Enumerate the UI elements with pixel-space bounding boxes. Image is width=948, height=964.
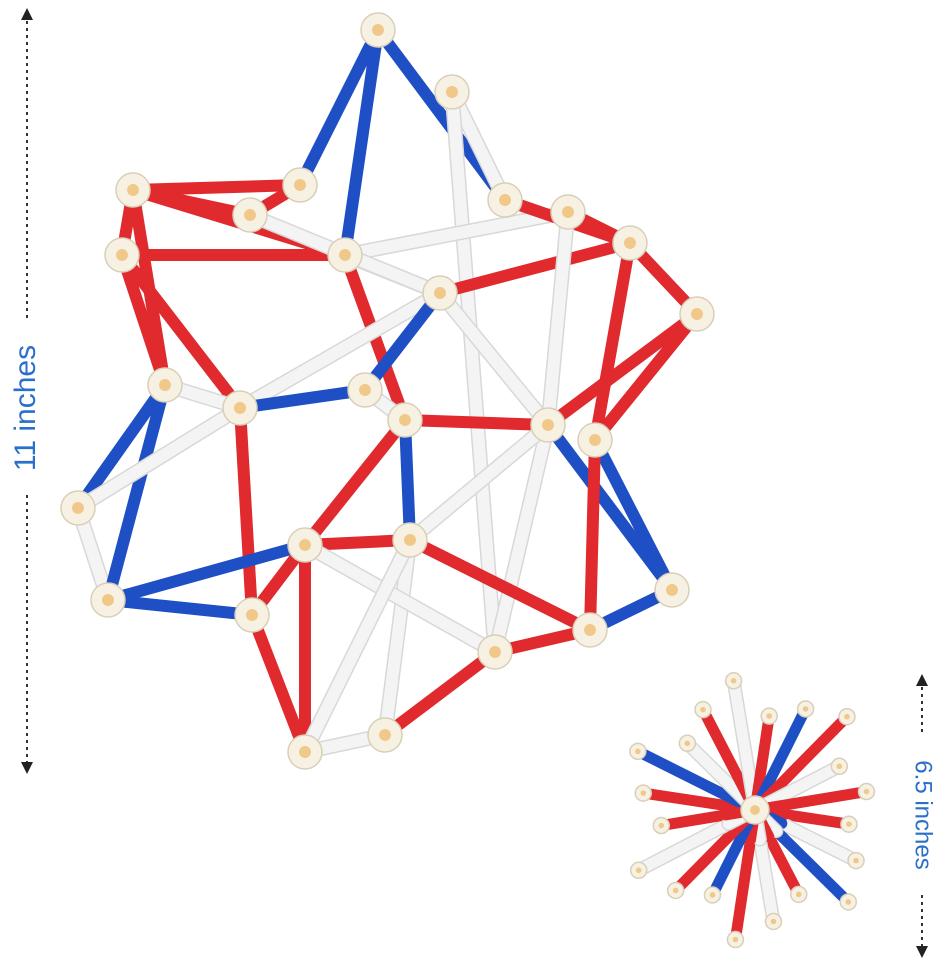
rod: [404, 534, 596, 636]
rod: [234, 384, 371, 414]
height-label: 11 inches: [9, 345, 42, 471]
rod: [446, 86, 501, 658]
hub-hole: [844, 713, 850, 720]
rod: [589, 308, 703, 446]
hub-hole: [246, 609, 258, 621]
rod: [339, 24, 384, 261]
rod: [434, 287, 554, 431]
rod: [299, 539, 501, 658]
rod: [127, 179, 306, 196]
hub-hole: [730, 677, 737, 684]
hub-hole: [299, 539, 311, 551]
hub-hole: [72, 502, 84, 514]
rod: [589, 434, 678, 596]
hub-hole: [845, 899, 852, 905]
hub-hole: [863, 788, 870, 795]
hub-hole: [404, 534, 416, 546]
hub-hole: [446, 86, 458, 98]
hub-hole: [359, 384, 371, 396]
rod: [234, 402, 258, 621]
hub-hole: [434, 287, 446, 299]
hub-hole: [542, 419, 554, 431]
rod: [542, 206, 574, 431]
hub-hole: [700, 706, 706, 713]
hub-hole: [846, 821, 852, 827]
hub-hole: [795, 891, 802, 898]
hub-hole: [624, 237, 636, 249]
hub-hole: [339, 249, 351, 261]
rod: [399, 414, 554, 431]
hub-hole: [836, 763, 843, 770]
rod: [72, 379, 171, 514]
hub-hole: [666, 584, 678, 596]
hub-hole: [672, 887, 679, 894]
rod: [584, 434, 601, 636]
hub-hole: [640, 790, 647, 796]
rod: [489, 419, 554, 658]
hub-hole: [853, 857, 859, 864]
hub-hole: [658, 822, 665, 829]
hub-hole: [244, 209, 256, 221]
rod: [116, 249, 246, 414]
rod: [102, 379, 171, 606]
rod: [234, 287, 446, 414]
height-label: 6.5 inches: [910, 760, 937, 869]
hub-hole: [766, 713, 772, 719]
hub-hole: [691, 308, 703, 320]
hub-hole: [635, 748, 641, 755]
hub-hole: [102, 594, 114, 606]
hub-hole: [379, 729, 391, 741]
rod: [542, 308, 703, 431]
rod: [399, 414, 416, 546]
hub-hole: [159, 379, 171, 391]
rod: [339, 206, 574, 261]
hub-hole: [732, 936, 739, 943]
hub-hole: [750, 805, 760, 815]
rod: [246, 609, 311, 758]
hub-hole: [294, 179, 306, 191]
collapsed-ball: [629, 672, 876, 949]
rod: [72, 402, 246, 514]
hub-hole: [562, 206, 574, 218]
hub-hole: [489, 646, 501, 658]
rod: [379, 646, 501, 741]
hub-hole: [584, 624, 596, 636]
expanded-ball: [60, 12, 715, 770]
rod: [359, 287, 446, 396]
hub-hole: [589, 434, 601, 446]
hub-hole: [684, 740, 691, 747]
hub-hole: [127, 184, 139, 196]
hub-hole: [770, 918, 777, 925]
hub-hole: [299, 746, 311, 758]
rod: [102, 594, 258, 621]
hub-hole: [802, 706, 809, 712]
hub-hole: [372, 24, 384, 36]
rod: [294, 24, 384, 191]
hub-hole: [116, 249, 128, 261]
rod: [102, 539, 311, 606]
rod: [299, 414, 411, 551]
hub-hole: [709, 892, 716, 898]
rod: [404, 419, 554, 546]
hub-hole: [635, 867, 642, 874]
hub-hole: [399, 414, 411, 426]
hub-hole: [234, 402, 246, 414]
rod: [434, 237, 636, 299]
hub-hole: [499, 194, 511, 206]
rod: [589, 237, 636, 446]
rod: [379, 534, 416, 741]
rod: [299, 534, 416, 758]
